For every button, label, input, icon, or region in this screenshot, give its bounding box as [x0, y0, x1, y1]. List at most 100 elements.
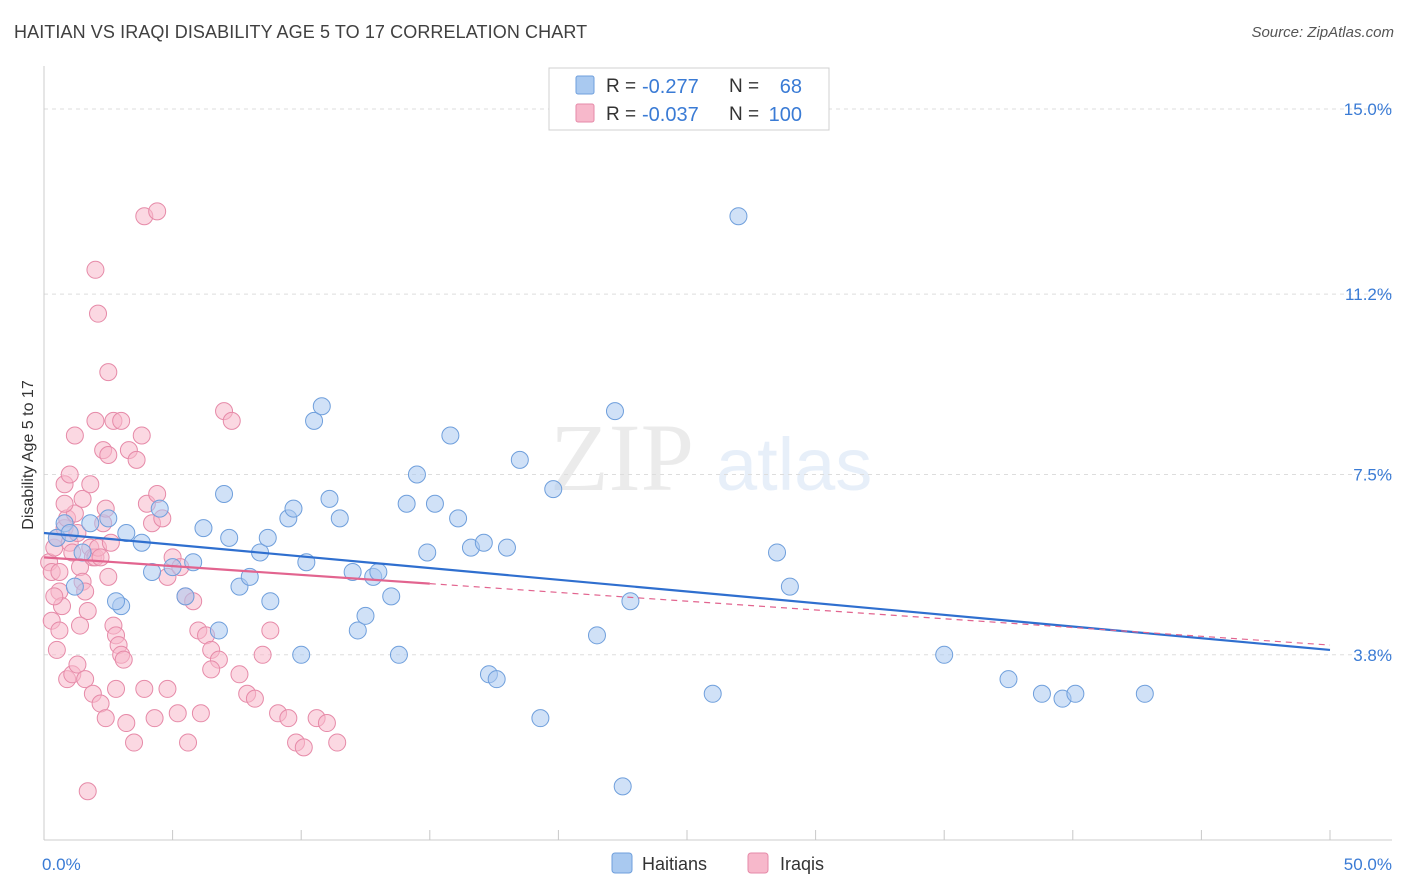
iraqi-point	[86, 411, 105, 430]
haitian-point	[348, 621, 367, 640]
bottom-swatch-haitians	[611, 852, 633, 874]
iraqi-points	[40, 202, 347, 801]
iraqi-point	[50, 562, 69, 581]
haitian-point	[209, 621, 228, 640]
iraqi-point	[50, 621, 69, 640]
haitian-point	[176, 587, 195, 606]
iraqi-point	[117, 714, 136, 733]
haitian-point	[65, 577, 84, 596]
haitian-point	[369, 562, 388, 581]
legend-n-label-iraqis: N =	[729, 104, 759, 125]
watermark-zip: ZIP	[550, 404, 694, 511]
haitian-point	[418, 543, 437, 562]
haitian-point	[497, 538, 516, 557]
iraqi-point	[99, 446, 118, 464]
haitian-point	[343, 562, 362, 581]
haitian-point	[510, 450, 529, 469]
watermark-atlas: atlas	[716, 423, 872, 506]
haitian-point	[425, 494, 444, 513]
iraqi-point	[99, 567, 118, 586]
iraqi-point	[261, 621, 280, 640]
correlation-legend: R = -0.277 N = 68 R = -0.037 N = 100	[548, 67, 830, 131]
iraqi-point	[78, 782, 97, 801]
haitian-point	[397, 494, 416, 513]
haitian-point	[258, 528, 277, 547]
iraqi-point	[328, 733, 347, 752]
legend-n-value-iraqis: 100	[769, 104, 802, 126]
iraqi-point	[191, 704, 210, 723]
iraqi-point	[78, 601, 97, 620]
haitian-point	[407, 465, 426, 484]
iraqi-point	[132, 426, 151, 445]
haitian-point	[1066, 684, 1085, 703]
haitian-point	[621, 592, 640, 611]
haitian-point	[382, 587, 401, 606]
haitian-point	[220, 528, 239, 547]
haitian-point	[305, 411, 324, 430]
iraqi-point	[65, 426, 84, 445]
haitian-point	[999, 670, 1018, 689]
haitian-point	[487, 670, 506, 689]
trend-lines	[43, 531, 1331, 652]
legend-r-value-haitians: -0.277	[642, 76, 699, 98]
iraqi-point	[317, 714, 336, 733]
iraqi-point	[99, 363, 118, 382]
iraqi-point	[148, 202, 167, 221]
iraqi-point	[168, 704, 187, 723]
iraqi-point	[112, 411, 131, 430]
y-tick-label: 7.5%	[1353, 465, 1392, 484]
watermark: ZIP atlas	[550, 404, 872, 511]
haitian-point	[729, 207, 748, 226]
haitian-point	[544, 480, 563, 499]
iraqi-point	[55, 494, 74, 513]
bottom-legend-haitians: Haitians	[642, 854, 707, 874]
bottom-legend-iraqis: Iraqis	[780, 854, 824, 874]
haitian-point	[389, 645, 408, 664]
haitian-point	[143, 562, 162, 581]
y-tick-label: 11.2%	[1345, 285, 1392, 304]
haitian-point	[330, 509, 349, 528]
iraqi-point	[89, 304, 108, 323]
y-tick-label: 15.0%	[1344, 100, 1392, 119]
iraqi-point	[230, 665, 249, 684]
y-tick-label: 3.8%	[1353, 646, 1392, 665]
haitian-point	[441, 426, 460, 445]
iraqi-point	[71, 616, 90, 635]
haitian-point	[587, 626, 606, 645]
axes	[43, 66, 1392, 841]
iraqi-point	[279, 709, 298, 728]
haitian-point	[703, 684, 722, 703]
iraqi-point	[148, 484, 167, 503]
iraqi-point	[125, 733, 144, 752]
iraqi-point	[294, 738, 313, 757]
iraqi-point	[114, 650, 133, 669]
iraqi-point	[202, 660, 221, 679]
legend-n-label-haitians: N =	[729, 76, 759, 97]
haitian-point	[768, 543, 787, 562]
haitian-point	[292, 645, 311, 664]
haitian-point	[320, 489, 339, 508]
legend-n-value-haitians: 68	[780, 76, 802, 98]
iraqi-point	[145, 709, 164, 728]
series-legend: Haitians Iraqis	[611, 852, 824, 874]
haitian-point	[150, 499, 169, 518]
source-label: Source: ZipAtlas.com	[1251, 24, 1394, 41]
haitian-point	[613, 777, 632, 796]
y-axis-label: Disability Age 5 to 17	[20, 380, 37, 530]
legend-swatch-haitians	[575, 75, 595, 95]
legend-r-value-iraqis: -0.037	[642, 104, 699, 126]
haitian-point	[605, 402, 624, 421]
haitian-point	[60, 523, 79, 542]
tick-labels: 3.8% 7.5% 11.2% 15.0% 0.0% 50.0%	[42, 100, 1392, 874]
iraqi-point	[91, 548, 110, 567]
haitian-point	[1135, 684, 1154, 703]
haitian-point	[356, 606, 375, 625]
haitian-point	[935, 645, 954, 664]
legend-box	[548, 67, 830, 131]
iraqi-point	[222, 411, 241, 430]
iraqi-point	[107, 679, 126, 698]
iraqi-point	[179, 733, 198, 752]
x-tick-label: 50.0%	[1344, 855, 1392, 874]
legend-swatch-iraqis	[575, 103, 595, 123]
